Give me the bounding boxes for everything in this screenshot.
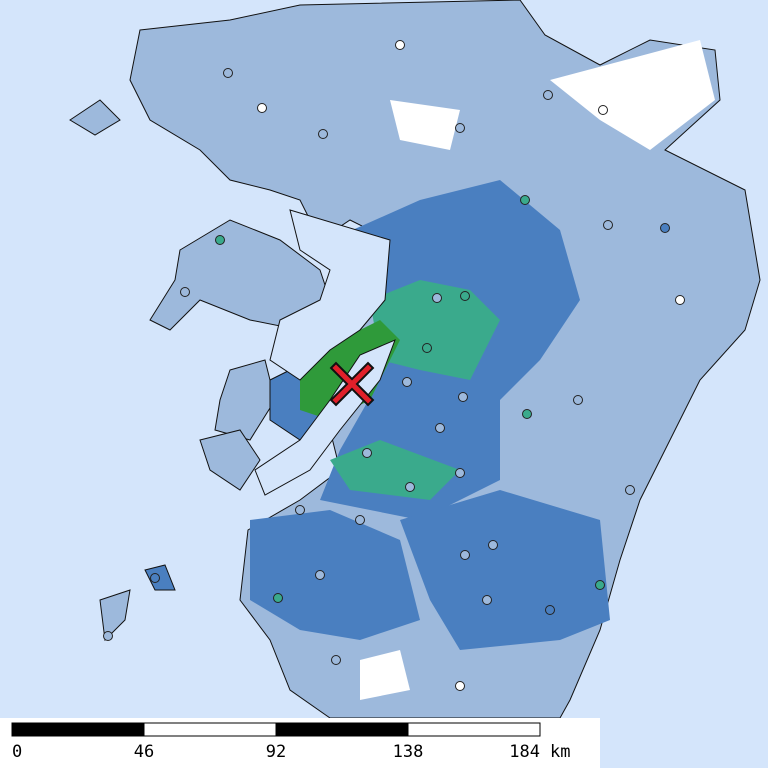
scale-segment <box>11 722 145 737</box>
scale-label: 46 <box>134 742 154 762</box>
inland-sea <box>269 209 391 381</box>
scale-segment <box>143 722 277 737</box>
epicenter <box>329 361 375 407</box>
stations <box>103 40 685 691</box>
scale-segment <box>275 722 409 737</box>
scale-label: 138 <box>393 742 424 762</box>
scale-bar: 0 46 92 138 184 km <box>11 722 570 762</box>
scale-unit: km <box>550 742 570 762</box>
scale-label: 92 <box>266 742 286 762</box>
scale-label: 184 <box>509 742 540 762</box>
scale-segment <box>407 722 541 737</box>
scale-label: 0 <box>12 742 22 762</box>
